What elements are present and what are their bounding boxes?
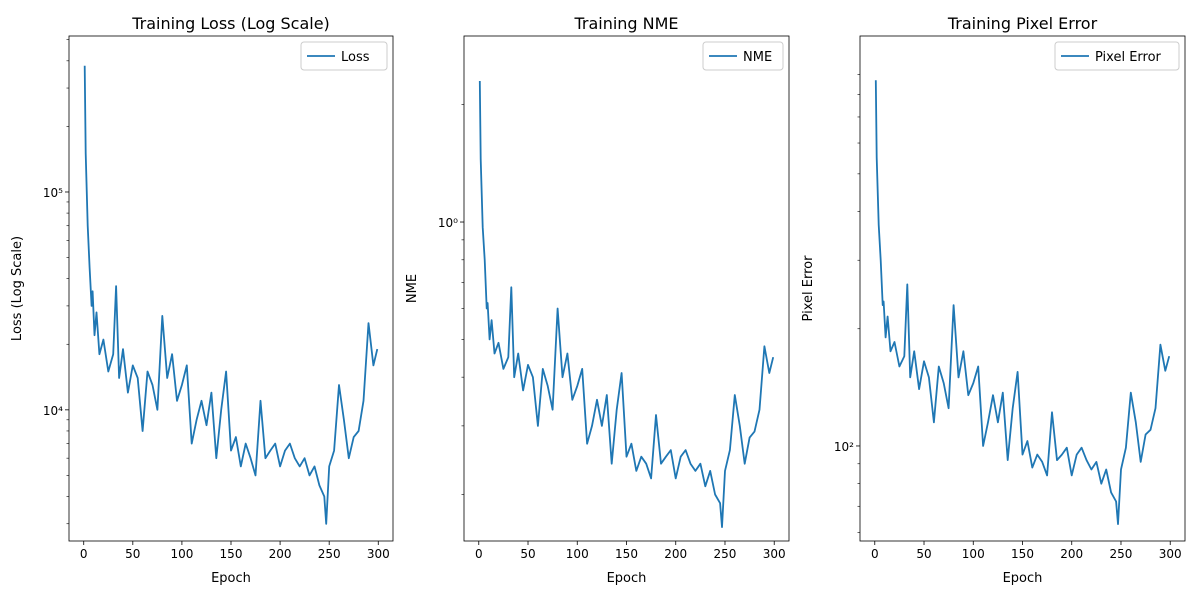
y-axis-label: NME [405,274,420,303]
x-tick-label: 300 [367,547,390,561]
x-tick-label: 0 [475,547,483,561]
legend-box [1054,41,1180,71]
series-line [478,80,775,528]
plot-frame [463,35,790,542]
legend: NME [702,41,784,71]
x-tick-label: 200 [1060,547,1083,561]
x-tick-label: 0 [871,547,879,561]
y-tick-label: 10² [834,440,854,454]
chart-title: Training Loss (Log Scale) [131,14,330,33]
x-tick-label: 200 [664,547,687,561]
y-tick-label: 10⁰ [438,216,458,230]
legend-label: Pixel Error [1095,50,1162,65]
y-tick-label: 10⁵ [43,186,63,200]
series-line [83,65,379,525]
x-tick-label: 250 [318,547,341,561]
legend-box [702,41,784,71]
x-axis-label: Epoch [211,571,251,586]
x-tick-label: 200 [269,547,292,561]
legend-box [300,41,388,71]
x-axis-label: Epoch [1003,571,1043,586]
series-line [874,80,1171,525]
x-tick-label: 100 [170,547,193,561]
x-tick-label: 50 [520,547,535,561]
chart-panel-3: Training Pixel Error Epoch Pixel Error 0 50 1… [801,14,1186,586]
x-tick-label: 50 [916,547,931,561]
y-tick-label: 10⁴ [43,404,63,418]
legend-label: NME [743,50,772,65]
chart-panel-1: Training Loss (Log Scale) Epoch Loss (Log … [10,14,394,586]
x-tick-label: 300 [763,547,786,561]
legend: Pixel Error [1054,41,1180,71]
chart-title: Training Pixel Error [947,14,1098,33]
x-tick-label: 100 [566,547,589,561]
chart-title: Training NME [573,14,678,33]
plot-frame [859,35,1186,542]
x-tick-label: 150 [1011,547,1034,561]
plot-frame [68,35,394,542]
x-tick-label: 150 [220,547,243,561]
x-axis-label: Epoch [607,571,647,586]
y-axis-label: Pixel Error [801,255,816,322]
x-tick-label: 300 [1159,547,1182,561]
legend-label: Loss [341,50,370,65]
chart-panel-2: Training NME Epoch NME 0 50 100 150 200 250 300 10… [405,14,790,586]
x-tick-label: 250 [714,547,737,561]
x-tick-label: 150 [615,547,638,561]
x-tick-label: 0 [80,547,88,561]
x-tick-label: 50 [125,547,140,561]
legend: Loss [300,41,388,71]
y-axis-label: Loss (Log Scale) [10,236,25,341]
x-tick-label: 100 [962,547,985,561]
x-tick-label: 250 [1110,547,1133,561]
